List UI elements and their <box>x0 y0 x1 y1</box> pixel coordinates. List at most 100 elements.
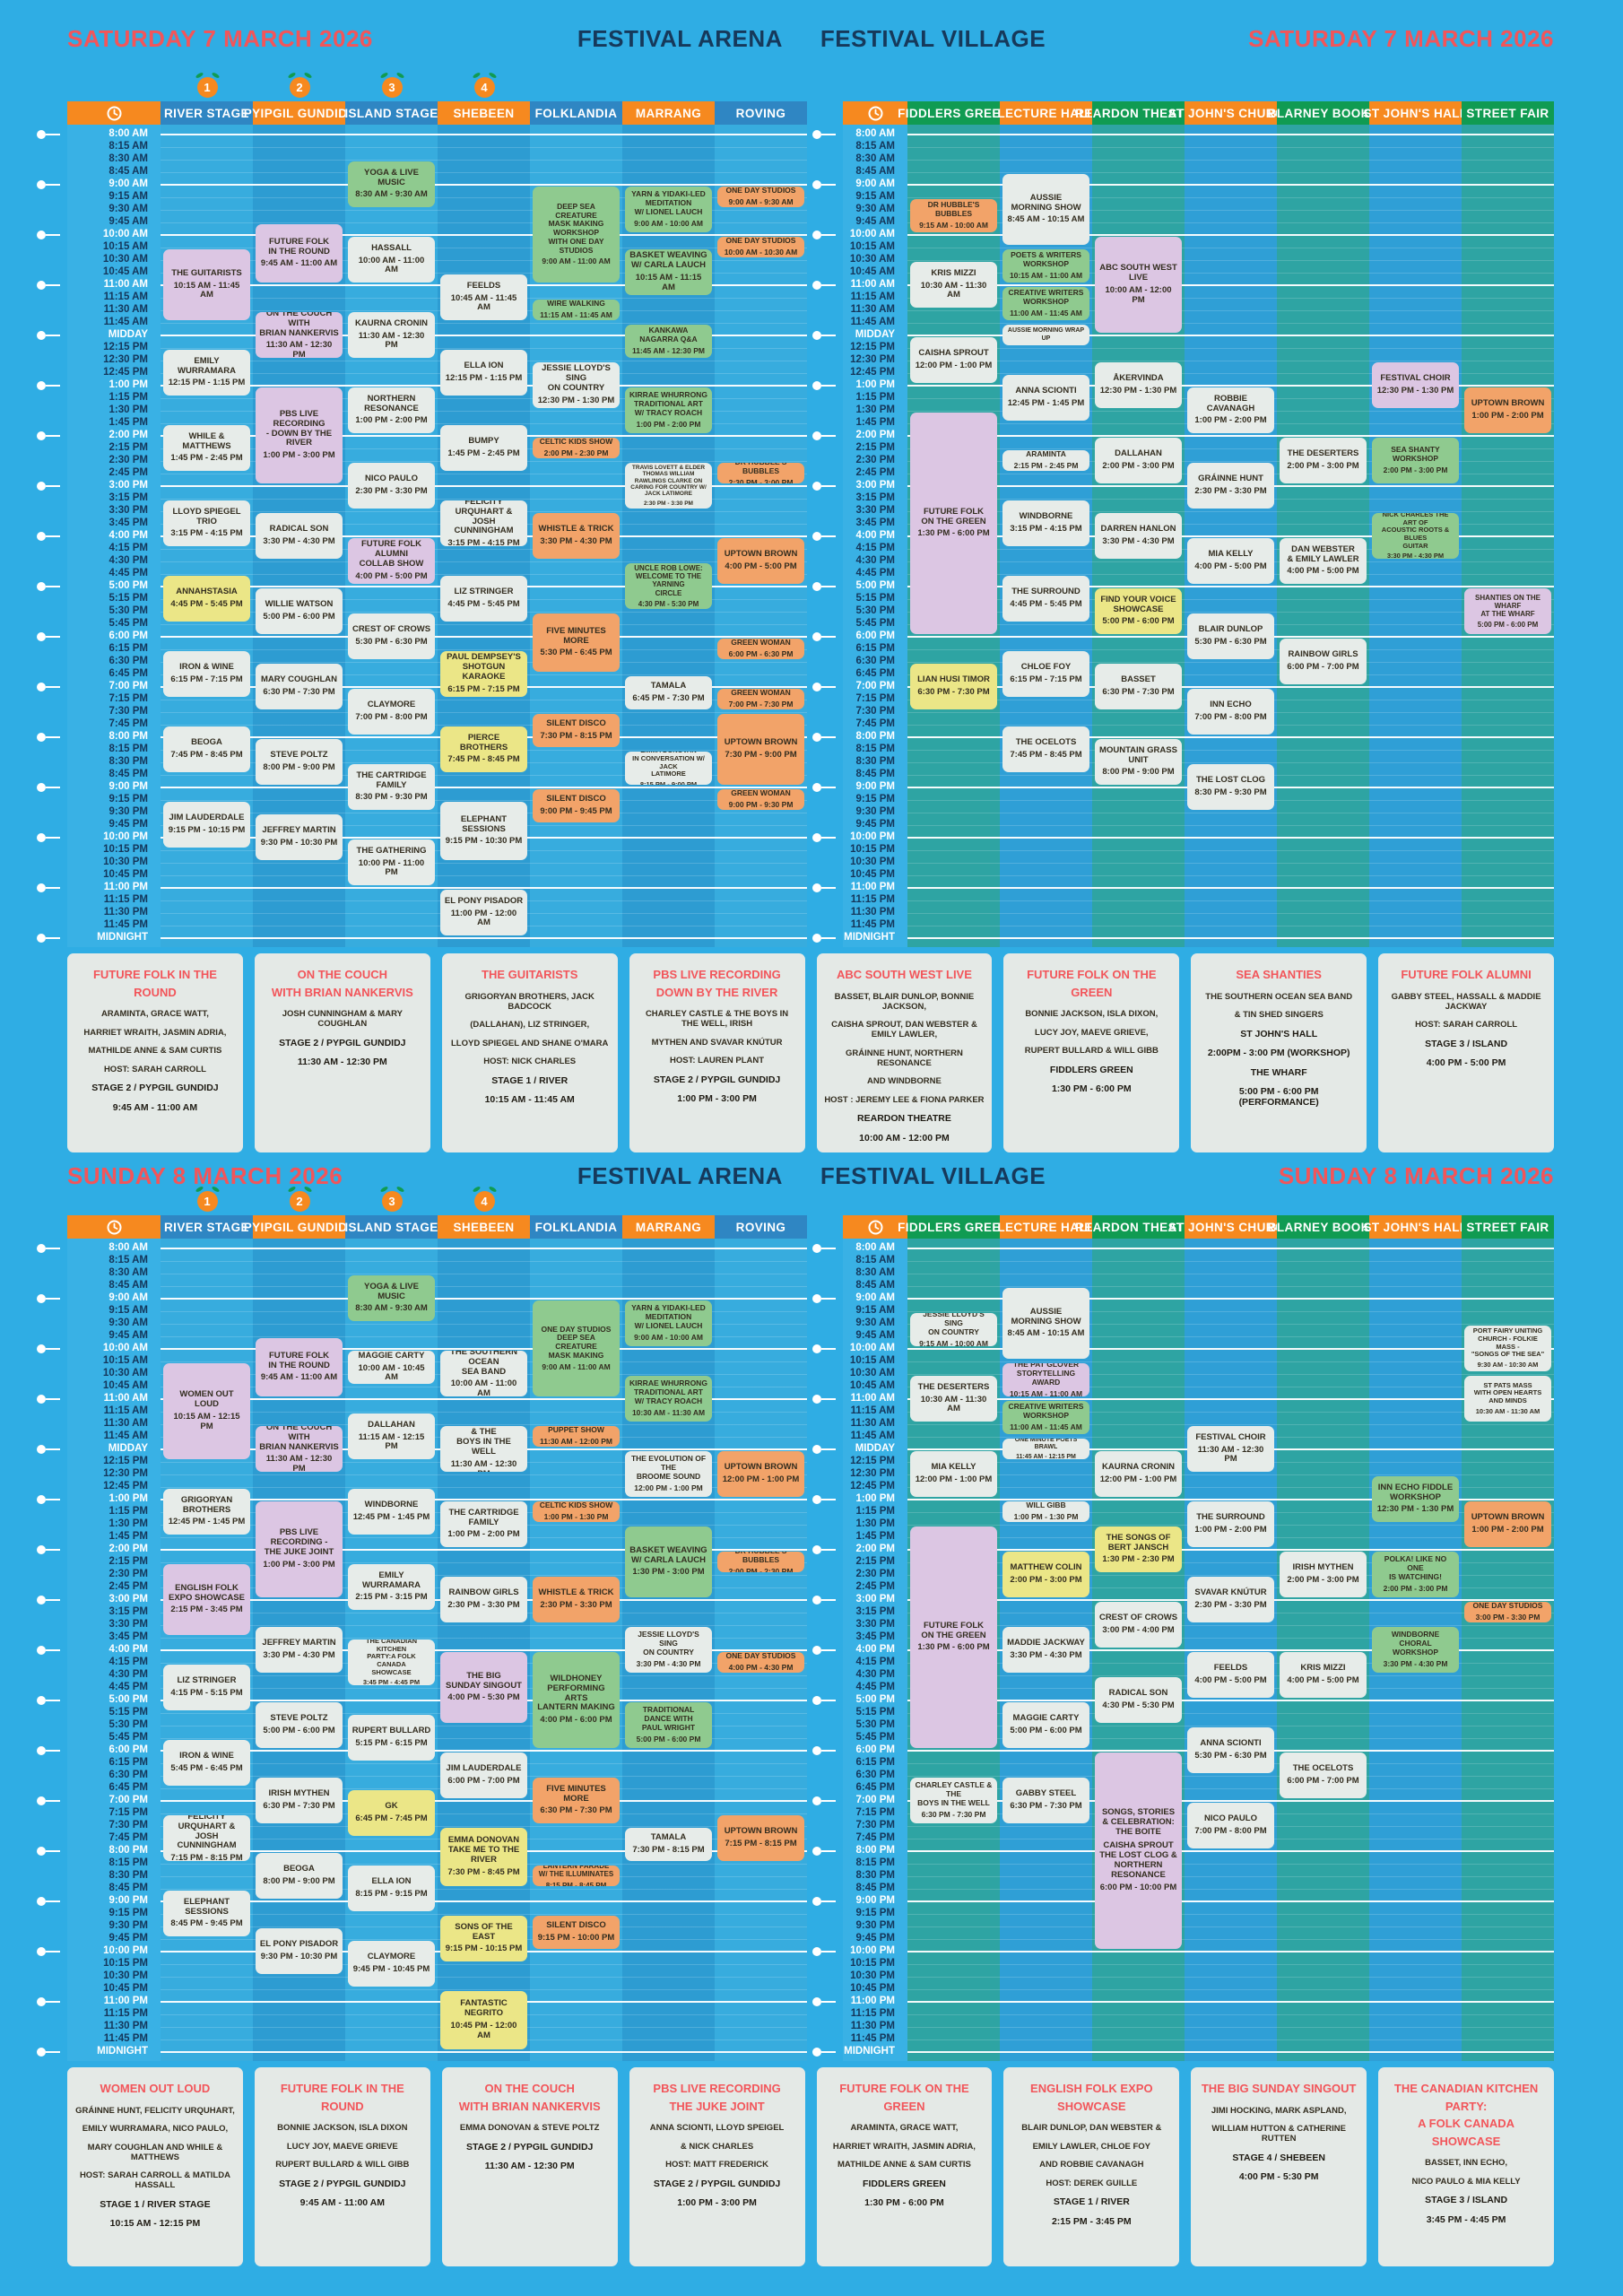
event-time: 2:30 PM - 3:30 PM <box>447 1600 520 1610</box>
hour-gridline <box>907 887 1554 889</box>
event-title: WINDBORNE <box>364 1500 419 1510</box>
time-label: 1:15 PM <box>108 1506 148 1517</box>
event-time: 2:30 PM - 3:30 PM <box>1194 486 1267 496</box>
hour-marker-dash <box>46 1348 60 1350</box>
hour-marker-dot <box>37 1395 46 1404</box>
event-cell: KANKAWA NAGARRA Q&A 11:45 AM - 12:30 PM <box>625 325 712 358</box>
time-label: 10:15 AM <box>102 241 148 252</box>
time-label: 3:15 PM <box>855 492 895 503</box>
stage-header-river-stage: RIVER STAGE <box>161 101 253 125</box>
stage-number-badge: 1 <box>196 1191 218 1212</box>
hour-marker-dot <box>812 683 821 691</box>
event-time: 10:00 PM - 11:00 PM <box>358 857 425 878</box>
time-label: 11:45 PM <box>103 919 148 930</box>
event-time: 1:00 PM - 1:30 PM <box>543 1512 609 1521</box>
day-title-right: SUNDAY 8 MARCH 2026 <box>1278 1162 1554 1189</box>
event-title: SEA SHANTY WORKSHOP <box>1391 445 1440 464</box>
hour-marker-dash <box>821 184 836 186</box>
featured-event-line: AND ROBBIE CAVANAGH <box>1039 2160 1144 2170</box>
event-time: 9:00 AM - 11:00 AM <box>542 1361 611 1371</box>
hour-marker-dash <box>821 435 836 437</box>
event-cell: CREATIVE WRITERS WORKSHOP 11:00 AM - 11:4… <box>1002 1401 1089 1434</box>
time-label: 4:30 PM <box>855 555 895 566</box>
event-time: 10:00 AM - 11:00 AM <box>358 255 425 275</box>
time-label: 11:00 PM <box>850 1996 895 2006</box>
event-time: 9:15 PM - 10:30 PM <box>445 836 523 847</box>
event-title: JESSIE LLOYD'S SING ON COUNTRY <box>923 1313 985 1336</box>
hour-marker-dash <box>821 837 836 839</box>
event-time: 5:00 PM - 6:00 PM <box>1102 616 1175 627</box>
hour-marker-dash <box>46 234 60 236</box>
featured-event-footer-line: STAGE 2 / PYPGIL GUNDIDJ <box>653 1074 781 1085</box>
event-title: KIRRAE WHURRONG TRADITIONAL ART W/ TRACY… <box>629 1378 707 1405</box>
event-title: UPTOWN BROWN <box>724 1826 798 1837</box>
time-label: 8:45 PM <box>855 1883 895 1893</box>
event-time: 7:30 PM - 8:15 PM <box>632 1845 705 1855</box>
event-time: 8:45 AM - 10:15 AM <box>1007 214 1085 225</box>
event-cell: SILENT DISCO 9:15 PM - 10:00 PM <box>533 1916 620 1949</box>
event-title: THE BIG SUNDAY SINGOUT <box>446 1670 522 1691</box>
event-cell: INN ECHO 7:00 PM - 8:00 PM <box>1187 689 1274 735</box>
time-label: 2:15 PM <box>855 1556 895 1567</box>
hour-marker-dash <box>821 937 836 939</box>
featured-event-footer-line: STAGE 3 / ISLAND <box>1425 2195 1508 2205</box>
event-time: 4:00 PM - 5:00 PM <box>1287 1675 1359 1685</box>
event-time: 6:30 PM - 7:30 PM <box>1102 687 1175 697</box>
event-cell: THE PAT GLOVER STORYTELLING AWARD 10:15 A… <box>1002 1363 1089 1396</box>
hour-marker-dash <box>821 1549 836 1551</box>
event-cell: ENGLISH FOLK EXPO SHOWCASE 2:15 PM - 3:45… <box>163 1564 250 1635</box>
time-label: 11:45 PM <box>103 2033 148 2044</box>
event-time: 7:30 PM - 9:00 PM <box>725 750 797 760</box>
hour-marker-dash <box>46 2051 60 2053</box>
hour-marker-dash <box>821 686 836 688</box>
time-label: 9:15 AM <box>108 191 148 202</box>
event-title: ST PATS MASS WITH OPEN HEARTS AND MINDS <box>1473 1380 1542 1405</box>
event-cell: CREATIVE WRITERS WORKSHOP 11:00 AM - 11:4… <box>1002 287 1089 320</box>
event-time: 10:00 AM - 10:30 AM <box>724 248 798 257</box>
featured-event-line: & NICK CHARLES <box>680 2141 754 2152</box>
time-label: 10:15 AM <box>849 241 895 252</box>
time-label: MIDNIGHT <box>844 2046 895 2057</box>
time-label: 5:15 PM <box>108 593 148 604</box>
event-time: 8:45 PM - 9:45 PM <box>170 1918 243 1929</box>
event-cell: FELICITY URQUHART & JOSH CUNNINGHAM 3:15 … <box>440 500 527 546</box>
event-cell: ONE MINUTE POETS BRAWL 11:45 AM - 12:15 P… <box>1002 1439 1089 1459</box>
event-cell: EMMA DONOVAN TAKE ME TO THE RIVER 7:30 PM… <box>440 1828 527 1886</box>
event-time: 11:30 AM - 12:30 PM <box>265 340 333 358</box>
event-time: 8:15 PM - 9:00 PM <box>639 779 698 785</box>
hour-marker-dash <box>46 335 60 336</box>
event-time: 2:30 PM - 3:30 PM <box>540 1600 612 1610</box>
time-label: 10:45 PM <box>103 1983 148 1994</box>
event-title: NORTHERN RESONANCE <box>364 393 419 413</box>
featured-event-footer-line: 9:45 AM - 11:00 AM <box>112 1101 198 1113</box>
stage-header-st-john-s-hall: ST JOHN'S HALL <box>1363 1215 1467 1239</box>
time-label: 1:30 PM <box>855 404 895 415</box>
featured-event-line: WILLIAM HUTTON & CATHERINE RUTTEN <box>1211 2124 1346 2144</box>
event-time: 11:00 PM - 12:00 AM <box>450 908 517 928</box>
event-cell: MAGGIE CARTY 10:00 AM - 10:45 AM <box>348 1351 435 1384</box>
event-title: FIVE MINUTES MORE <box>546 625 606 646</box>
event-cell: ANNAHSTASIA 4:45 PM - 5:45 PM <box>163 576 250 622</box>
event-title: BEOGA <box>191 737 222 748</box>
time-label: 4:45 PM <box>855 568 895 578</box>
event-cell: YARN & YIDAKI-LED MEDITATION W/ LIONEL L… <box>625 1300 712 1346</box>
event-title: WILDHONEY PERFORMING ARTS LANTERN MAKING <box>537 1673 615 1713</box>
event-time: 5:00 PM - 6:00 PM <box>1477 621 1539 630</box>
time-column-background <box>843 1239 907 2061</box>
event-time: 1:00 PM - 2:00 PM <box>1194 415 1267 426</box>
featured-event-footer-line: 10:00 AM - 12:00 PM <box>859 1132 950 1144</box>
time-label: 5:15 PM <box>855 593 895 604</box>
time-label: 4:15 PM <box>855 1657 895 1667</box>
event-cell: CHLOE FOY 6:15 PM - 7:15 PM <box>1002 651 1089 697</box>
event-title: SILENT DISCO <box>546 794 606 804</box>
event-time: 8:30 PM - 9:30 PM <box>1194 787 1267 797</box>
event-time: 1:00 PM - 2:00 PM <box>1471 1525 1544 1535</box>
event-time: 1:30 PM - 2:30 PM <box>1102 1554 1175 1565</box>
time-label: 1:45 PM <box>855 1531 895 1542</box>
event-cell: EMMA DONOVAN IN CONVERSATION W/ JACK LAT… <box>625 752 712 785</box>
time-label: MIDDAY <box>108 1443 148 1454</box>
event-title: IRISH MYTHEN <box>268 1788 330 1799</box>
stage-header-street-fair: STREET FAIR <box>1462 1215 1554 1239</box>
hour-marker-dash <box>821 2051 836 2053</box>
event-title: BUMPY <box>468 436 499 447</box>
